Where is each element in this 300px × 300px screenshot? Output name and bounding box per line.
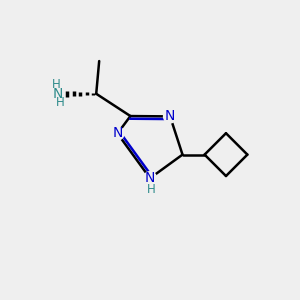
Text: N: N <box>112 127 123 140</box>
Circle shape <box>111 127 124 140</box>
Circle shape <box>143 172 157 185</box>
Text: H: H <box>52 78 61 91</box>
Text: N: N <box>145 171 155 185</box>
Text: H: H <box>56 96 65 109</box>
Text: N: N <box>165 110 175 123</box>
Circle shape <box>164 110 177 123</box>
Text: N: N <box>52 87 63 101</box>
Text: H: H <box>147 183 156 196</box>
Circle shape <box>51 87 64 100</box>
